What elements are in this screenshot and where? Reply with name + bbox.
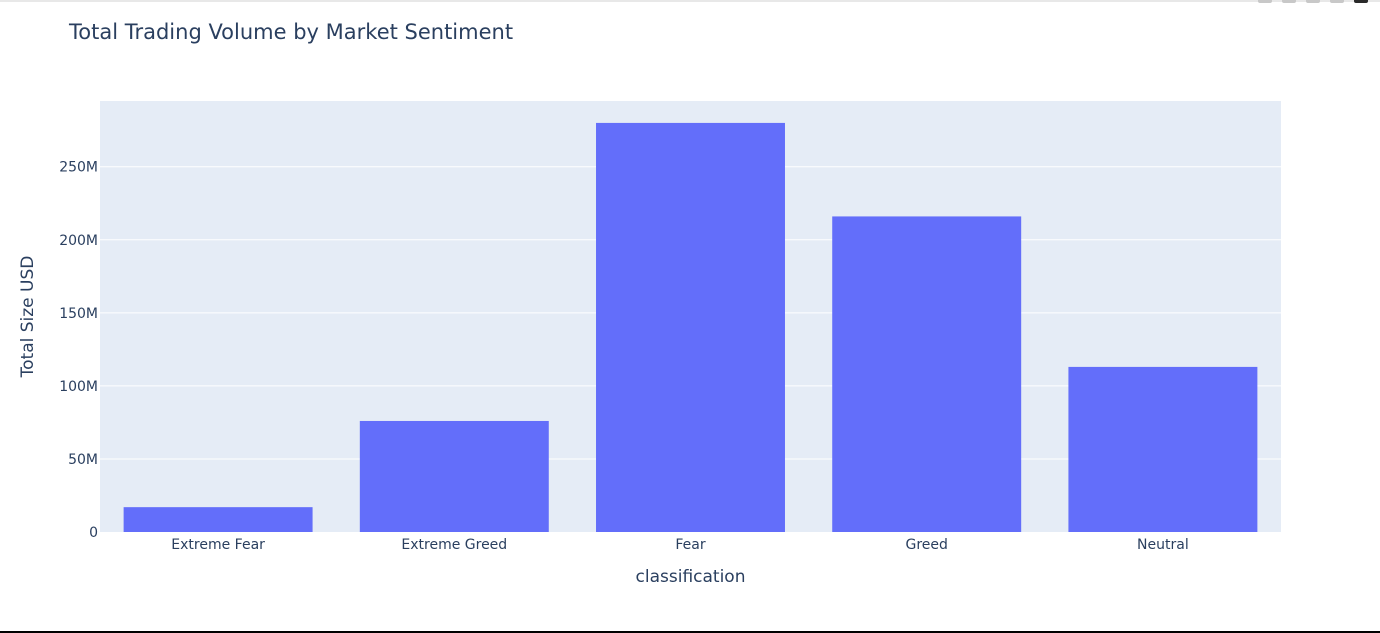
- x-tick-label: Fear: [675, 537, 705, 553]
- reset-icon[interactable]: [1330, 0, 1344, 3]
- y-tick-label: 250M: [59, 160, 98, 176]
- pan-icon[interactable]: [1282, 0, 1296, 3]
- chart-title: Total Trading Volume by Market Sentiment: [68, 20, 513, 44]
- y-axis-ticks: 0 50M 100M 150M 200M 250M: [59, 160, 98, 541]
- x-tick-label: Greed: [905, 537, 947, 553]
- autoscale-icon[interactable]: [1306, 0, 1320, 3]
- bar-extreme-fear[interactable]: [123, 507, 313, 532]
- y-tick-label: 150M: [59, 306, 98, 322]
- y-tick-label: 100M: [59, 379, 98, 395]
- bars: [123, 122, 1258, 532]
- bar-greed[interactable]: [832, 216, 1022, 532]
- y-tick-label: 200M: [59, 233, 98, 249]
- x-axis-title: classification: [636, 567, 746, 587]
- y-tick-label: 0: [89, 525, 98, 541]
- logo-icon[interactable]: [1354, 0, 1368, 3]
- x-tick-label: Extreme Fear: [171, 537, 265, 553]
- bar-fear[interactable]: [596, 122, 785, 532]
- y-axis-title: Total Size USD: [18, 256, 38, 379]
- x-tick-label: Extreme Greed: [401, 537, 507, 553]
- y-tick-label: 50M: [68, 452, 98, 468]
- modebar-toolbar: [1258, 0, 1368, 4]
- top-border: [0, 0, 1380, 2]
- bar-neutral[interactable]: [1068, 366, 1258, 532]
- x-tick-label: Neutral: [1137, 537, 1189, 553]
- x-axis-ticks: Extreme Fear Extreme Greed Fear Greed Neutra…: [171, 537, 1188, 553]
- bottom-border: [0, 631, 1380, 633]
- bar-extreme-greed[interactable]: [359, 420, 549, 532]
- zoom-icon[interactable]: [1258, 0, 1272, 3]
